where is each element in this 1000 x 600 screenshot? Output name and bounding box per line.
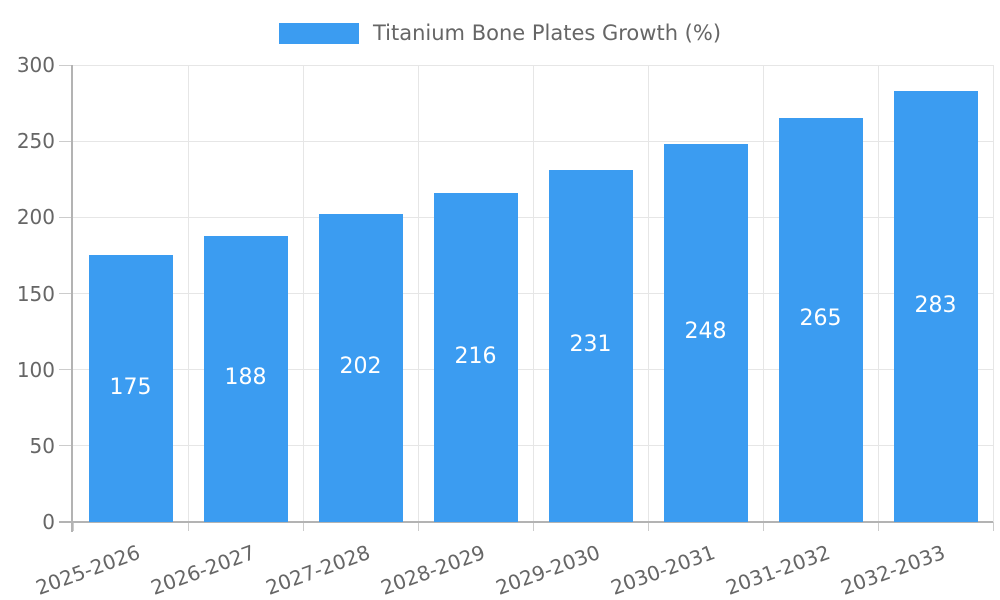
bar-value-label: 188 [224, 365, 267, 390]
x-axis-tick [762, 522, 764, 531]
y-tick-label: 100 [16, 357, 55, 382]
bar-value-label: 202 [339, 354, 382, 379]
bar-2032-2033[interactable]: 283 [893, 91, 978, 522]
legend-swatch-icon [278, 22, 359, 44]
bar-2031-2032[interactable]: 265 [778, 118, 863, 522]
y-tick-label: 150 [16, 281, 55, 306]
bar-value-label: 216 [454, 343, 497, 369]
gridline-vertical [992, 65, 994, 522]
y-tick-label: 200 [16, 205, 55, 230]
y-axis-tick [59, 445, 71, 447]
bar-value-label: 231 [569, 332, 612, 357]
x-tick-label: 2025-2026 [33, 540, 144, 600]
x-tick-label: 2032-2033 [838, 540, 949, 600]
bar-2026-2027[interactable]: 188 [203, 236, 288, 522]
x-axis-tick [877, 522, 879, 531]
x-axis-line [59, 521, 993, 523]
y-axis-tick [59, 293, 71, 294]
bar-value-label: 248 [684, 319, 727, 344]
y-axis-tick [59, 140, 71, 142]
x-axis-tick [992, 522, 994, 531]
x-tick-label: 2030-2031 [608, 540, 719, 600]
y-tick-label: 300 [16, 53, 55, 77]
legend-label: Titanium Bone Plates Growth (%) [372, 21, 722, 45]
x-axis-tick [187, 522, 189, 531]
bar-2029-2030[interactable]: 231 [548, 170, 633, 522]
y-axis-tick [59, 64, 71, 66]
x-axis-tick [302, 522, 304, 531]
y-axis-tick [59, 369, 71, 371]
bar-2027-2028[interactable]: 202 [318, 214, 403, 522]
gridline-vertical [877, 65, 879, 522]
bar-2028-2029[interactable]: 216 [433, 193, 518, 522]
gridline-vertical [187, 65, 189, 522]
x-axis-tick [417, 522, 419, 531]
bar-2025-2026[interactable]: 175 [88, 255, 173, 522]
bar-value-label: 283 [914, 292, 957, 318]
x-axis-tick [647, 522, 649, 531]
x-tick-label: 2026-2027 [148, 540, 259, 600]
bar-value-label: 265 [799, 306, 842, 331]
bar-2030-2031[interactable]: 248 [663, 144, 748, 522]
x-tick-label: 2027-2028 [263, 540, 374, 600]
x-tick-label: 2028-2029 [378, 540, 489, 600]
y-axis-line [71, 65, 73, 532]
gridline-vertical [532, 65, 534, 522]
y-tick-label: 50 [29, 433, 55, 458]
gridline-vertical [647, 65, 649, 522]
x-axis-tick [532, 522, 534, 531]
x-axis-tick [72, 522, 74, 531]
y-tick-label: 0 [42, 510, 55, 534]
bar-value-label: 175 [109, 374, 152, 400]
y-axis-tick [59, 216, 71, 218]
x-tick-label: 2029-2030 [493, 540, 604, 600]
x-tick-label: 2031-2032 [723, 540, 834, 600]
gridline-vertical [417, 65, 419, 522]
y-tick-label: 250 [16, 129, 55, 154]
gridline-vertical [302, 65, 304, 522]
chart-legend[interactable]: Titanium Bone Plates Growth (%) [0, 20, 1000, 46]
gridline-vertical [762, 65, 764, 522]
